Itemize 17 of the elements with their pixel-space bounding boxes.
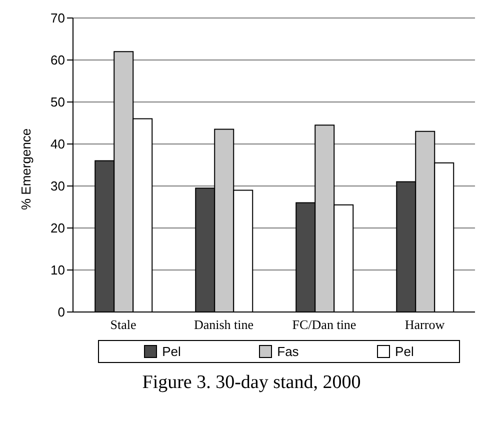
x-tick-label: FC/Dan tine xyxy=(292,317,356,332)
y-tick-label: 0 xyxy=(58,304,65,320)
y-tick-label: 10 xyxy=(50,262,65,278)
x-tick-label: Stale xyxy=(110,317,136,332)
y-tick-label: 60 xyxy=(50,52,65,68)
y-tick-label: 20 xyxy=(50,220,65,236)
y-tick-label: 40 xyxy=(50,136,65,152)
y-axis-title: % Emergence xyxy=(18,128,34,210)
y-tick-label: 30 xyxy=(50,178,65,194)
x-tick-label: Harrow xyxy=(404,317,446,332)
x-tick-label: Danish tine xyxy=(194,317,254,332)
legend-label: Pel xyxy=(394,344,414,359)
y-tick-label: 50 xyxy=(50,94,65,110)
y-tick-label: 70 xyxy=(50,10,65,26)
legend-label: Fas xyxy=(276,344,299,359)
legend-label: Pel xyxy=(161,344,181,359)
text: Figure 3. 30-day stand, 2000 xyxy=(141,372,362,394)
